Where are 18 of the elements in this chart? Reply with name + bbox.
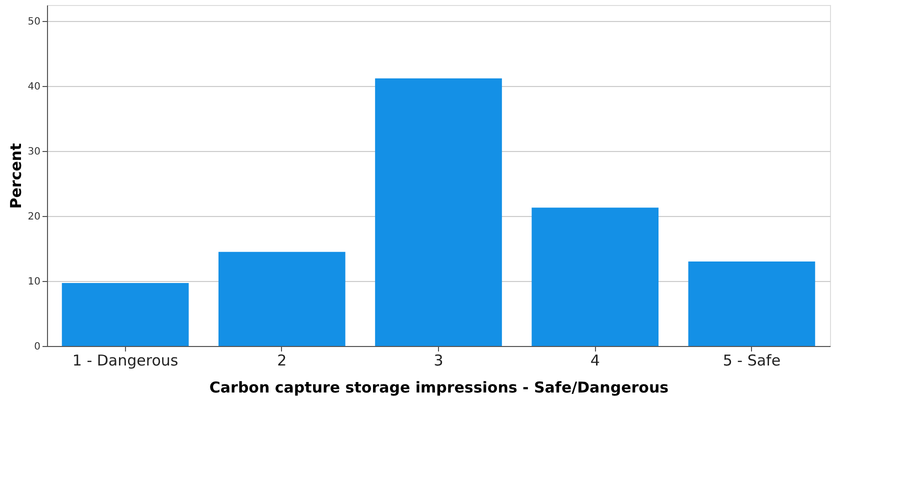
x-tick-label: 2 <box>277 352 287 370</box>
y-tick-label: 30 <box>28 146 40 158</box>
bar <box>375 78 502 346</box>
bar <box>688 262 816 346</box>
y-tick-label: 10 <box>28 276 40 288</box>
bar <box>532 208 659 346</box>
bar <box>62 282 189 346</box>
y-tick-label: 0 <box>34 342 40 352</box>
x-tick-label: 5 - Safe <box>722 352 781 370</box>
x-axis-title: Carbon capture storage impressions - Safe/Dangerous <box>209 378 669 396</box>
y-axis-title: Percent <box>6 143 25 209</box>
y-tick-label: 40 <box>28 82 40 93</box>
bar <box>218 252 346 346</box>
y-tick-label: 50 <box>28 16 40 28</box>
x-tick-label: 3 <box>434 352 444 370</box>
x-tick-label: 4 <box>590 352 600 370</box>
x-tick-label: 1 - Dangerous <box>72 352 178 370</box>
y-tick-label: 20 <box>28 212 40 223</box>
